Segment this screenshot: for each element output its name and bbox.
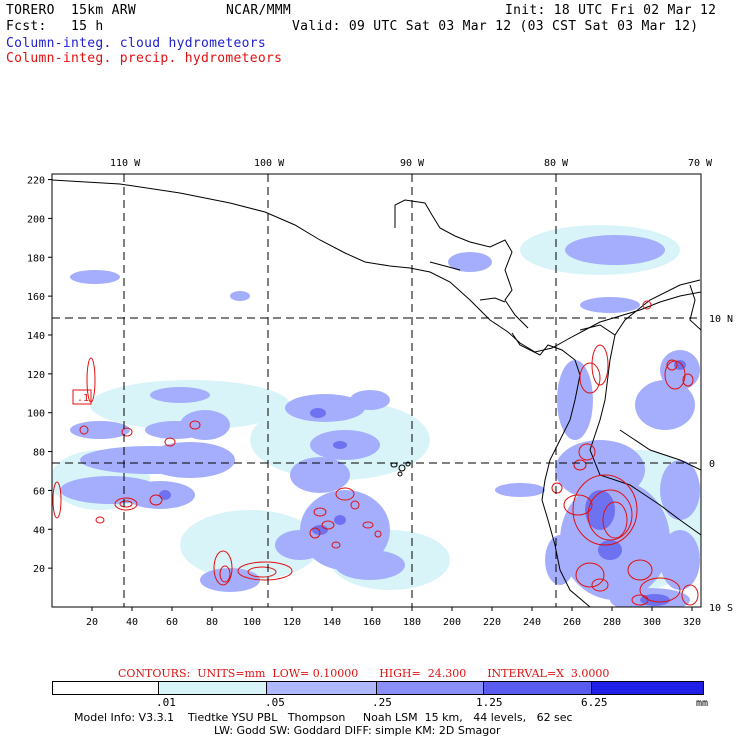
lon-labels: 110 W 100 W 90 W 80 W 70 W — [110, 158, 713, 169]
colorbar-segment — [53, 682, 159, 694]
colorbar-label-625: 6.25 — [581, 696, 608, 709]
y-tick-label: 100 — [27, 409, 45, 420]
lon-label-100w: 100 W — [254, 158, 285, 169]
high-marker-label: .1 — [77, 393, 89, 404]
x-tick-label: 60 — [166, 617, 178, 628]
x-axis-ticks: 20 40 60 80 100 120 140 160 180 200 220 240 260 280 30… — [86, 607, 701, 628]
colorbar-label-125: 1.25 — [476, 696, 503, 709]
high-marker-box — [72, 389, 92, 405]
lat-labels: 10 N 0 10 S — [709, 314, 733, 614]
y-axis-ticks: 20 40 60 80 100 120 140 160 180 200 220 — [27, 176, 52, 575]
latlon-grid — [52, 174, 701, 607]
x-tick-label: 160 — [363, 617, 381, 628]
colorbar-label-25: .25 — [372, 696, 392, 709]
init-time: Init: 18 UTC Fri 02 Mar 12 — [505, 3, 717, 18]
y-tick-label: 120 — [27, 370, 45, 381]
x-tick-label: 40 — [126, 617, 138, 628]
x-tick-label: 20 — [86, 617, 98, 628]
y-tick-label: 60 — [33, 486, 45, 497]
y-tick-label: 80 — [33, 448, 45, 459]
colorbar-segment — [266, 682, 376, 694]
map-frame — [51, 173, 702, 608]
lon-label-70w: 70 W — [688, 158, 713, 169]
y-tick-label: 200 — [27, 214, 45, 225]
colorbar-label-01: .01 — [156, 696, 176, 709]
model-info-line2: LW: Godd SW: Goddard DIFF: simple KM: 2D… — [214, 724, 501, 737]
precip-contours — [52, 300, 699, 606]
model-name: TORERO 15km ARW — [6, 3, 137, 18]
model-info-line1: Model Info: V3.3.1 Tiedtke YSU PBL Thomp… — [74, 711, 573, 724]
y-tick-label: 140 — [27, 331, 45, 342]
y-tick-label: 220 — [27, 176, 45, 187]
field-precip-title: Column-integ. precip. hydrometeors — [6, 51, 283, 66]
y-tick-label: 20 — [33, 564, 45, 575]
colorbar — [52, 681, 704, 695]
x-tick-label: 100 — [243, 617, 261, 628]
center-name: NCAR/MMM — [226, 3, 292, 18]
x-tick-label: 280 — [603, 617, 621, 628]
x-tick-label: 320 — [683, 617, 701, 628]
coastlines — [52, 179, 701, 607]
lon-label-110w: 110 W — [110, 158, 141, 169]
colorbar-segment — [375, 682, 483, 694]
contour-info: CONTOURS: UNITS=mm LOW= 0.10000 HIGH= 24… — [118, 667, 610, 680]
lat-label-10n: 10 N — [709, 314, 733, 325]
colorbar-segment — [482, 682, 591, 694]
map-field — [52, 174, 701, 607]
colorbar-segment — [158, 682, 267, 694]
x-tick-label: 240 — [523, 617, 541, 628]
x-tick-label: 180 — [403, 617, 421, 628]
forecast-hour: Fcst: 15 h — [6, 19, 104, 34]
x-tick-label: 200 — [443, 617, 461, 628]
x-tick-label: 140 — [323, 617, 341, 628]
lon-label-90w: 90 W — [400, 158, 425, 169]
colorbar-label-05: .05 — [265, 696, 285, 709]
y-tick-label: 40 — [33, 525, 45, 536]
field-cloud-title: Column-integ. cloud hydrometeors — [6, 36, 267, 51]
x-tick-label: 300 — [643, 617, 661, 628]
x-tick-label: 120 — [283, 617, 301, 628]
lat-label-0: 0 — [709, 459, 715, 470]
lat-label-10s: 10 S — [709, 603, 733, 614]
lon-label-80w: 80 W — [544, 158, 569, 169]
valid-time: Valid: 09 UTC Sat 03 Mar 12 (03 CST Sat … — [292, 19, 699, 34]
colorbar-units: mm — [696, 698, 709, 709]
y-tick-label: 160 — [27, 292, 45, 303]
x-tick-label: 220 — [483, 617, 501, 628]
colorbar-segment — [590, 682, 703, 694]
y-tick-label: 180 — [27, 253, 45, 264]
x-tick-label: 260 — [563, 617, 581, 628]
x-tick-label: 80 — [206, 617, 218, 628]
